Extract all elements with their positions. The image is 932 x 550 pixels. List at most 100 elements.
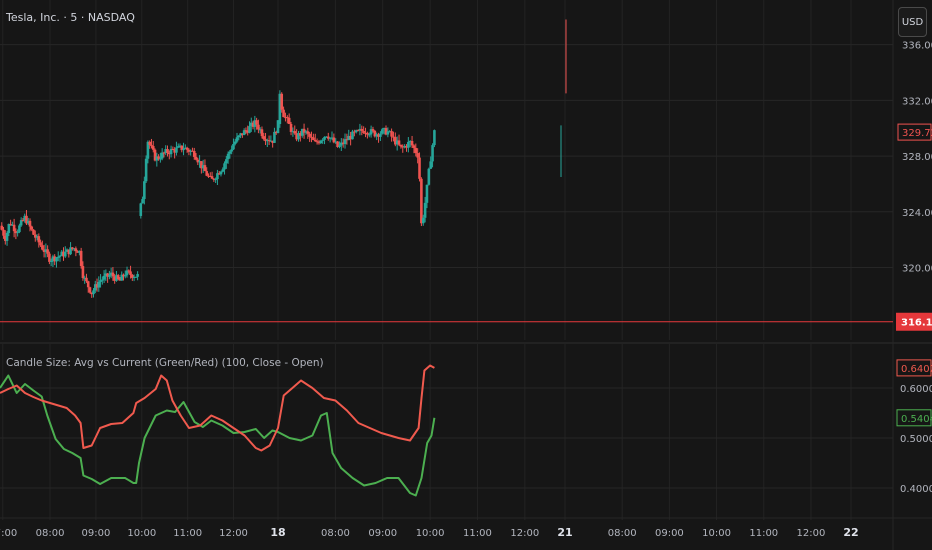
price-axis-label: 328.00: [902, 152, 932, 163]
candle-body: [244, 130, 248, 132]
price-axis-label: 324.00: [902, 208, 932, 219]
candle-body: [284, 117, 287, 119]
candle-body: [180, 145, 184, 151]
candle-body: [86, 281, 90, 288]
candle-body: [139, 203, 143, 216]
candle-body: [93, 284, 97, 291]
candle-body: [414, 147, 418, 154]
candle-body: [371, 129, 375, 131]
candle-body: [178, 145, 182, 147]
candle-body: [104, 273, 108, 276]
candle-body: [295, 133, 298, 140]
candle-body: [5, 232, 9, 241]
candle-body: [362, 130, 365, 133]
candle-body: [42, 249, 46, 253]
candle-body: [118, 279, 122, 281]
candle-body: [74, 248, 78, 252]
candle-body: [429, 161, 432, 169]
time-axis-label: 11:00: [749, 528, 778, 539]
candle-body: [340, 142, 343, 146]
candle-body: [41, 245, 44, 250]
candle-body: [384, 128, 388, 135]
candle-body: [210, 176, 214, 179]
candle-body: [171, 148, 175, 150]
candle-body: [67, 249, 71, 255]
currency-button[interactable]: USD: [898, 7, 927, 37]
candle-body: [379, 133, 382, 137]
candle-body: [176, 146, 180, 148]
candle-body: [62, 251, 65, 257]
candle-body: [108, 274, 111, 277]
candle-body: [228, 151, 232, 154]
candle-body: [315, 141, 319, 143]
candle-body: [207, 175, 210, 177]
candle-body: [72, 248, 76, 250]
candle-body: [237, 135, 241, 138]
time-axis-label: 11:00: [173, 528, 202, 539]
candle-body: [205, 171, 209, 176]
candle-body: [167, 152, 171, 155]
candle-body: [83, 277, 86, 279]
candle-body: [286, 117, 289, 119]
candle-body: [343, 139, 347, 145]
candle-body: [25, 215, 28, 224]
time-axis-label: 12:00: [510, 528, 539, 539]
candle-body: [380, 129, 384, 134]
candle-body: [23, 215, 26, 221]
candle-body: [129, 271, 132, 275]
candle-body: [143, 181, 146, 200]
candle-body: [150, 144, 153, 147]
indicator-value-tag: [896, 359, 932, 377]
candle-body: [431, 145, 434, 162]
candle-body: [191, 150, 194, 152]
indicator-axis-label: 0.4000: [900, 484, 932, 495]
candle-body: [21, 220, 25, 222]
candle-body: [399, 144, 403, 147]
candle-body: [32, 229, 35, 235]
candle-body: [235, 137, 239, 142]
candle-body: [299, 133, 302, 136]
candle-body: [274, 131, 278, 134]
candle-body: [257, 124, 260, 130]
candle-body: [184, 147, 187, 149]
time-axis-label: 08:00: [36, 528, 65, 539]
candle-body: [185, 147, 189, 150]
candle-body: [332, 137, 336, 143]
candle-body: [2, 229, 5, 236]
candle-body: [273, 131, 276, 143]
candle-body: [420, 178, 423, 224]
time-axis-label: 18: [270, 526, 285, 539]
last-price-tag: [897, 123, 932, 141]
candle-body: [212, 178, 216, 180]
candle-body: [367, 134, 371, 136]
time-axis-label: 12:00: [797, 528, 826, 539]
candle-body: [353, 131, 356, 133]
candle-body: [44, 249, 48, 253]
candle-body: [200, 161, 203, 169]
candle-body: [260, 129, 264, 137]
candle-body: [95, 284, 99, 288]
candle-body: [55, 257, 58, 262]
candle-body: [160, 152, 164, 159]
time-axis-label: 11:00: [463, 528, 492, 539]
candle-body: [182, 148, 185, 151]
candle-body: [35, 236, 39, 238]
candle-body: [146, 141, 150, 159]
candle-body: [388, 131, 392, 133]
candle-body: [423, 202, 427, 218]
candle-body: [239, 133, 242, 136]
candle-body: [81, 266, 85, 279]
candle-body: [336, 141, 339, 148]
candle-body: [251, 122, 255, 127]
candle-body: [88, 287, 92, 293]
candle-body: [253, 120, 257, 127]
candle-body: [354, 130, 358, 133]
candle-body: [76, 251, 79, 253]
candle-body: [375, 134, 378, 137]
candle-body: [162, 152, 166, 154]
candle-body: [187, 149, 191, 152]
candle-body: [418, 157, 421, 179]
candle-body: [360, 128, 364, 131]
candle-body: [51, 256, 55, 261]
candle-body: [173, 149, 176, 153]
